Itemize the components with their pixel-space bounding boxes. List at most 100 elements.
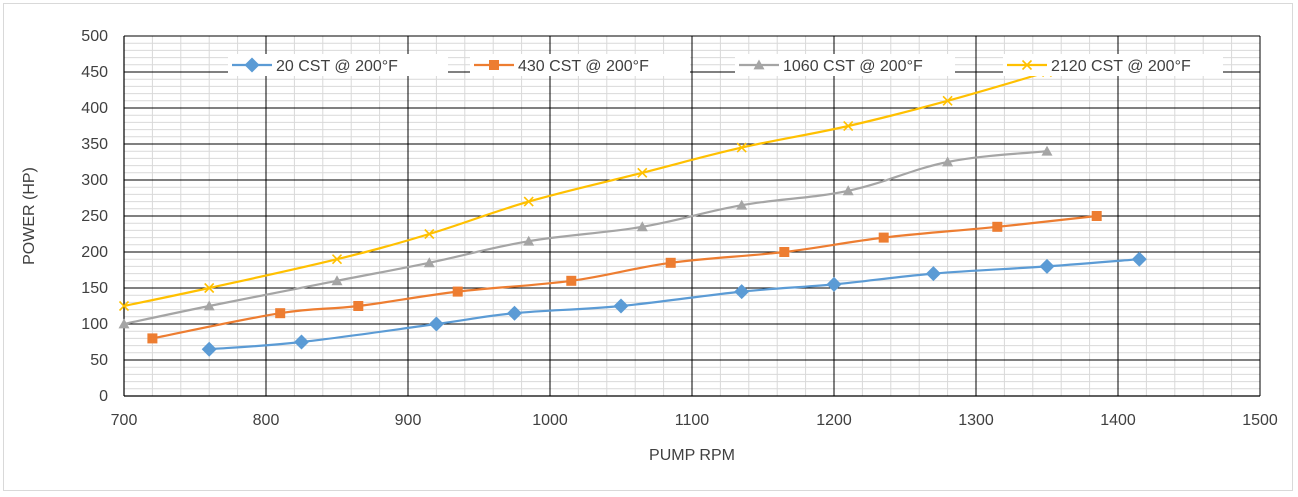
data-point [353, 301, 364, 311]
data-point [203, 300, 215, 311]
axes [123, 36, 1260, 397]
data-point [636, 221, 648, 232]
marker-stroke [523, 196, 534, 207]
x-tick-label: 1500 [1242, 412, 1278, 429]
data-point [331, 275, 343, 286]
legend-entry-bg [1003, 54, 1223, 76]
y-tick-label: 350 [81, 136, 108, 153]
series-layer [118, 66, 1147, 357]
legend-label: 20 CST @ 200°F [276, 58, 398, 75]
series-2 [118, 145, 1053, 329]
data-point [736, 142, 747, 153]
legend: 20 CST @ 200°F 430 CST @ 200°F 1060 CST @ … [228, 54, 1223, 76]
x-tick-label: 1000 [532, 412, 568, 429]
data-point [1091, 211, 1102, 221]
data-point [566, 275, 577, 286]
data-point [118, 318, 130, 329]
series-3 [118, 66, 1053, 312]
data-point [275, 308, 286, 319]
data-point [992, 221, 1003, 232]
data-point [294, 334, 309, 350]
y-tick-label: 50 [90, 352, 108, 369]
data-point [878, 232, 889, 243]
line-chart: 700 800 900 1000 1100 1200 1300 1400 1500 0 50 100 1… [21, 28, 1278, 464]
legend-label: 2120 CST @ 200°F [1051, 58, 1191, 75]
data-point [428, 316, 444, 332]
legend-marker [1021, 59, 1033, 71]
legend-entry-2: 1060 CST @ 200°F [735, 54, 955, 76]
legend-marker [244, 57, 260, 73]
series-line [152, 214, 1097, 340]
y-tick-label: 100 [81, 316, 108, 333]
legend-entry-bg [470, 54, 690, 76]
tick-labels: 700 800 900 1000 1100 1200 1300 1400 1500 0 50 100 1… [81, 28, 1278, 429]
series-line [209, 258, 1140, 351]
data-point [523, 235, 535, 246]
y-tick-label: 300 [81, 172, 108, 189]
x-tick-label: 1100 [675, 412, 710, 429]
marker-stroke [843, 120, 854, 132]
legend-marker [753, 59, 765, 70]
x-tick-label: 700 [111, 412, 138, 429]
y-tick-label: 150 [81, 280, 108, 297]
legend-entry-bg [735, 54, 955, 76]
x-tick-label: 1200 [816, 412, 852, 429]
data-point [779, 247, 790, 257]
data-point [507, 305, 522, 321]
x-tick-label: 900 [395, 412, 422, 429]
data-point [1039, 258, 1055, 274]
data-point [201, 341, 217, 357]
data-point [942, 156, 954, 167]
data-point [118, 300, 130, 312]
data-point [523, 196, 534, 207]
data-point [147, 333, 158, 344]
data-point [736, 199, 748, 210]
y-tick-label: 500 [81, 28, 108, 45]
marker-stroke [331, 254, 343, 265]
marker-stroke [736, 142, 747, 153]
marker-stroke [424, 228, 435, 240]
x-tick-label: 1300 [958, 412, 994, 429]
series-line [123, 150, 1048, 326]
y-axis-title: POWER (HP) [21, 167, 38, 265]
marker-stroke [1021, 59, 1033, 71]
data-point [204, 282, 215, 294]
data-point [843, 120, 854, 132]
legend-entry-bg [228, 54, 448, 76]
y-tick-label: 400 [81, 100, 108, 117]
data-point [1041, 145, 1053, 156]
data-point [842, 185, 854, 196]
legend-entry-1: 430 CST @ 200°F [470, 54, 690, 76]
legend-entry-0: 20 CST @ 200°F [228, 54, 448, 76]
legend-label: 430 CST @ 200°F [518, 58, 649, 75]
data-point [734, 284, 750, 300]
data-point [424, 228, 435, 240]
data-point [826, 276, 842, 292]
x-tick-label: 800 [253, 412, 280, 429]
data-point [423, 257, 435, 268]
y-tick-label: 250 [81, 208, 108, 225]
series-1 [147, 211, 1102, 344]
marker-stroke [942, 95, 953, 106]
chart-frame: 700 800 900 1000 1100 1200 1300 1400 1500 0 50 100 1… [3, 3, 1293, 491]
data-point [665, 257, 676, 268]
y-tick-label: 450 [81, 64, 108, 81]
legend-label: 1060 CST @ 200°F [783, 58, 923, 75]
marker-stroke [118, 300, 130, 312]
marker-stroke [637, 167, 648, 178]
data-point [1131, 251, 1147, 267]
data-point [613, 298, 629, 314]
legend-entry-3: 2120 CST @ 200°F [1003, 54, 1223, 76]
marker-stroke [204, 282, 215, 294]
y-tick-label: 0 [99, 388, 108, 405]
data-point [637, 167, 648, 178]
x-axis-title: PUMP RPM [649, 447, 735, 464]
data-point [331, 254, 343, 265]
x-tick-label: 1400 [1100, 412, 1136, 429]
series-0 [201, 251, 1147, 357]
data-point [942, 95, 953, 106]
y-tick-label: 200 [81, 244, 108, 261]
legend-marker [489, 60, 499, 70]
series-line [123, 70, 1048, 308]
data-point [452, 286, 463, 297]
